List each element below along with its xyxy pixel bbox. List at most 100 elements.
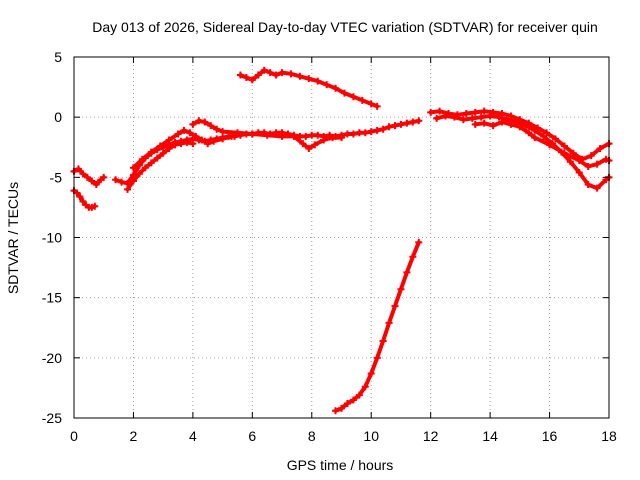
data-point-marker (263, 131, 271, 139)
data-point-marker (516, 123, 524, 131)
data-point-marker (260, 66, 268, 74)
data-point-marker (373, 126, 381, 134)
data-point-marker (373, 102, 381, 110)
data-point-marker (489, 122, 497, 130)
data-point-marker (540, 132, 548, 140)
data-point-marker (531, 126, 539, 134)
x-tick-label: 2 (130, 428, 138, 444)
data-point-marker (507, 112, 515, 120)
data-point-marker (367, 128, 375, 136)
y-tick-label: -10 (42, 230, 62, 246)
data-point-marker (204, 140, 212, 148)
series-arc-morning-lower (124, 138, 197, 193)
data-point-marker (525, 129, 533, 137)
x-tick-label: 4 (189, 428, 197, 444)
data-point-marker (560, 149, 568, 157)
data-point-marker (379, 125, 387, 133)
data-point-marker (138, 155, 146, 163)
data-point-marker (427, 108, 435, 116)
data-point-marker (233, 129, 241, 137)
data-point-marker (124, 185, 131, 193)
data-point-marker (112, 176, 120, 184)
data-point-marker (183, 138, 191, 146)
data-point-marker (219, 128, 227, 136)
series-arc-early-a (70, 165, 108, 189)
data-point-marker (385, 319, 393, 327)
data-point-marker (379, 337, 387, 345)
data-point-marker (358, 96, 366, 104)
x-tick-label: 18 (601, 428, 617, 444)
data-point-marker (436, 107, 444, 115)
data-point-marker (332, 84, 340, 92)
x-tick-label: 14 (482, 428, 498, 444)
data-point-marker (248, 76, 256, 84)
data-point-marker (522, 122, 530, 130)
data-point-marker (76, 193, 84, 201)
y-tick-label: -15 (42, 290, 62, 306)
data-point-marker (587, 152, 595, 160)
y-tick-label: -25 (42, 410, 62, 426)
data-point-marker (391, 302, 399, 310)
data-point-marker (201, 118, 209, 126)
series-arc-mid-bump (189, 117, 345, 152)
data-point-marker (415, 117, 423, 125)
data-point-marker (195, 117, 203, 125)
data-point-marker (338, 404, 345, 412)
data-point-marker (507, 120, 515, 128)
series-arc-afternoon-c (471, 118, 613, 171)
series-arc-morning-upper (129, 126, 236, 172)
data-point-marker (180, 126, 188, 134)
data-point-marker (159, 149, 167, 157)
data-point-marker (397, 120, 405, 128)
data-point-marker (305, 144, 313, 152)
data-point-marker (355, 391, 363, 399)
data-point-marker (495, 113, 503, 121)
data-point-marker (349, 130, 357, 138)
data-point-marker (323, 81, 331, 89)
axis-ticks: 0 2 4 6 8 10 12 14 16 18 -25 -20 -15 -10 -5 0 5 (42, 49, 617, 444)
data-point-marker (593, 184, 601, 192)
data-point-marker (210, 137, 218, 145)
data-point-marker (207, 122, 215, 130)
data-point-marker (349, 396, 357, 404)
data-point-marker (338, 134, 345, 142)
chart-title: Day 013 of 2026, Sidereal Day-to-day VTE… (92, 19, 598, 35)
data-point-marker (165, 136, 173, 144)
x-tick-label: 6 (248, 428, 256, 444)
data-point-marker (332, 407, 340, 415)
data-point-marker (480, 119, 488, 127)
data-point-marker (329, 134, 337, 142)
data-point-marker (290, 132, 298, 140)
data-point-marker (575, 169, 583, 177)
series-arc-early-b (70, 187, 99, 211)
data-point-marker (296, 72, 304, 80)
data-point-marker (236, 71, 244, 79)
x-axis-label: GPS time / hours (287, 457, 394, 473)
data-point-marker (272, 71, 280, 79)
data-point-marker (91, 202, 99, 210)
data-point-marker (189, 140, 197, 148)
data-point-marker (546, 141, 554, 149)
y-axis-label: SDTVAR / TECUs (5, 182, 21, 294)
data-point-marker (471, 120, 479, 128)
data-point-marker (596, 144, 604, 152)
data-point-marker (385, 123, 393, 131)
data-point-marker (186, 129, 194, 137)
data-point-marker (442, 112, 450, 120)
data-point-marker (566, 158, 574, 166)
data-point-marker (575, 156, 583, 164)
data-point-marker (367, 100, 375, 108)
x-tick-label: 0 (70, 428, 78, 444)
series-trace (333, 240, 421, 413)
data-point-marker (287, 70, 295, 78)
data-point-marker (355, 129, 363, 137)
data-point-marker (254, 71, 262, 79)
series-arc-elevated (236, 66, 381, 110)
grid-lines (74, 57, 609, 418)
series-arc-morning-main (112, 117, 423, 187)
data-point-marker (320, 136, 328, 144)
data-point-marker (278, 69, 286, 77)
data-point-marker (498, 110, 506, 118)
data-series (70, 66, 613, 415)
